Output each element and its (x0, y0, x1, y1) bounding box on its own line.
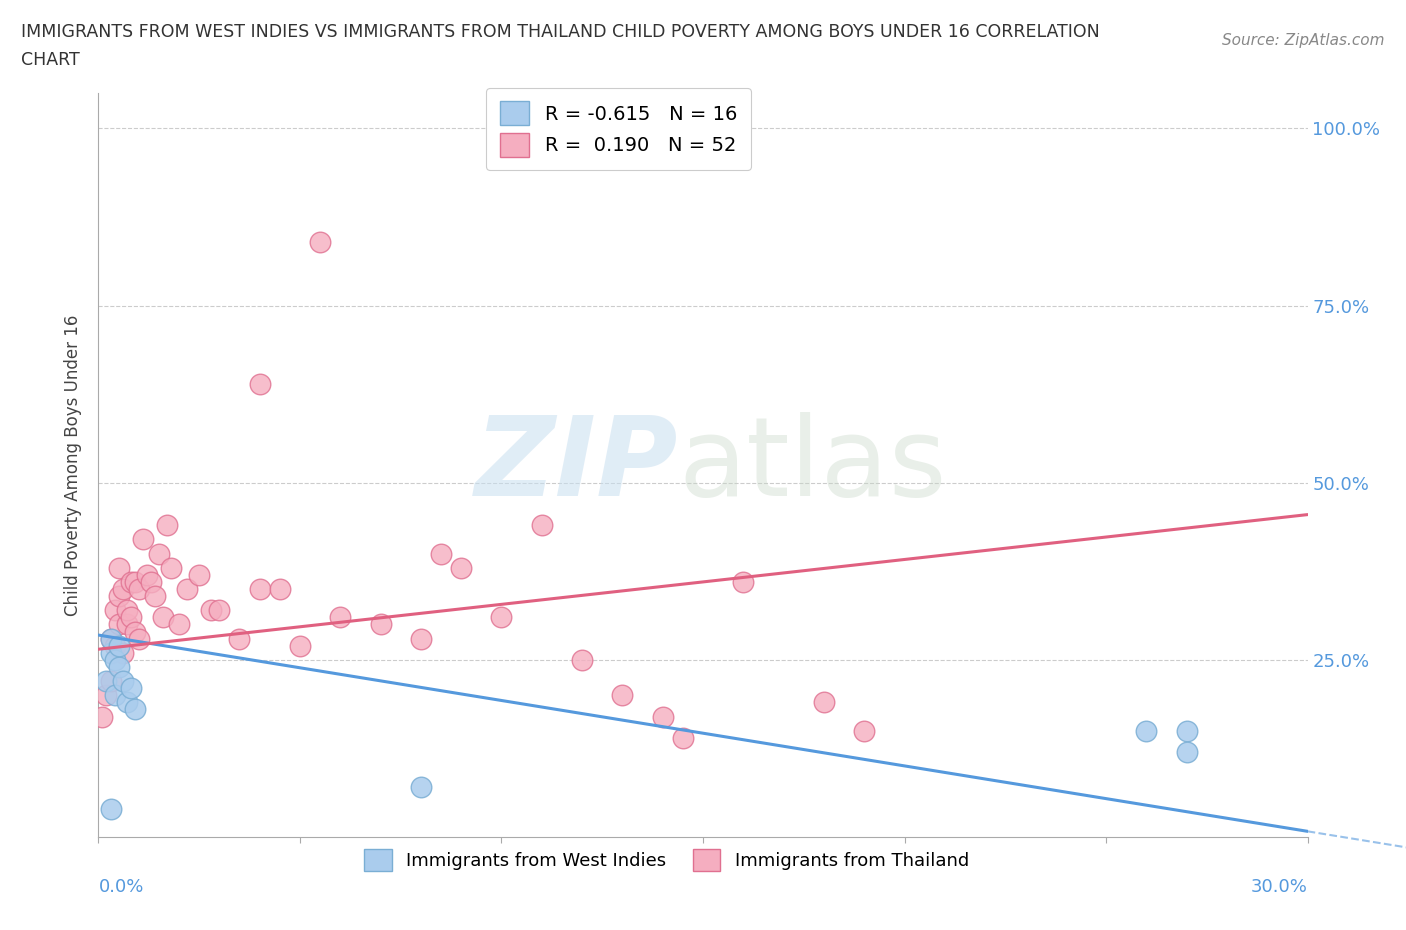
Point (100, 631, 122, 646)
Point (103, 653, 125, 668)
Point (612, 688, 634, 703)
Point (128, 581, 150, 596)
Point (152, 610, 174, 625)
Point (132, 532, 155, 547)
Point (409, 631, 432, 646)
Point (491, 610, 513, 625)
Point (228, 631, 250, 646)
Point (115, 695, 138, 710)
Point (249, 581, 271, 596)
Point (156, 518, 179, 533)
Point (188, 567, 211, 582)
Point (450, 560, 472, 575)
Point (120, 681, 142, 696)
Point (128, 631, 150, 646)
Point (135, 567, 157, 582)
Point (148, 546, 170, 561)
Point (103, 638, 125, 653)
Point (733, 575, 755, 590)
Point (1175, 745, 1198, 760)
Point (329, 610, 352, 625)
Point (139, 575, 162, 590)
Point (309, 234, 332, 249)
Point (176, 581, 198, 596)
Point (107, 659, 129, 674)
Point (124, 702, 146, 717)
Point (120, 575, 142, 590)
Point (853, 724, 876, 738)
Point (200, 603, 222, 618)
Text: IMMIGRANTS FROM WEST INDIES VS IMMIGRANTS FROM THAILAND CHILD POVERTY AMONG BOYS: IMMIGRANTS FROM WEST INDIES VS IMMIGRANT… (21, 23, 1099, 41)
Point (269, 581, 291, 596)
Point (249, 376, 271, 391)
Point (124, 624, 146, 639)
Point (430, 546, 453, 561)
Point (120, 610, 142, 625)
Point (107, 560, 129, 575)
Text: 30.0%: 30.0% (1251, 878, 1308, 896)
Y-axis label: Child Poverty Among Boys Under 16: Child Poverty Among Boys Under 16 (65, 314, 83, 616)
Point (813, 695, 835, 710)
Text: CHART: CHART (21, 51, 80, 69)
Point (124, 575, 146, 590)
Text: 0.0%: 0.0% (98, 878, 143, 896)
Point (100, 645, 122, 660)
Point (1175, 724, 1198, 738)
Point (571, 653, 593, 668)
Point (651, 709, 673, 724)
Text: ZIP: ZIP (475, 411, 679, 519)
Point (409, 780, 432, 795)
Point (96, 673, 118, 688)
Point (288, 638, 311, 653)
Point (103, 688, 125, 703)
Point (107, 638, 129, 653)
Point (672, 730, 695, 745)
Point (143, 589, 166, 604)
Point (1135, 724, 1157, 738)
Text: atlas: atlas (679, 411, 948, 519)
Legend: Immigrants from West Indies, Immigrants from Thailand: Immigrants from West Indies, Immigrants … (356, 840, 979, 880)
Point (103, 603, 125, 618)
Point (208, 603, 231, 618)
Point (160, 560, 183, 575)
Point (107, 589, 129, 604)
Point (111, 673, 134, 688)
Point (167, 617, 190, 631)
Point (100, 631, 122, 646)
Point (111, 581, 134, 596)
Point (100, 673, 122, 688)
Point (115, 603, 138, 618)
Point (107, 617, 129, 631)
Point (96, 688, 118, 703)
Point (91, 709, 114, 724)
Point (370, 617, 392, 631)
Point (111, 645, 134, 660)
Point (530, 518, 553, 533)
Point (100, 802, 122, 817)
Point (115, 617, 138, 631)
Text: Source: ZipAtlas.com: Source: ZipAtlas.com (1222, 33, 1385, 47)
